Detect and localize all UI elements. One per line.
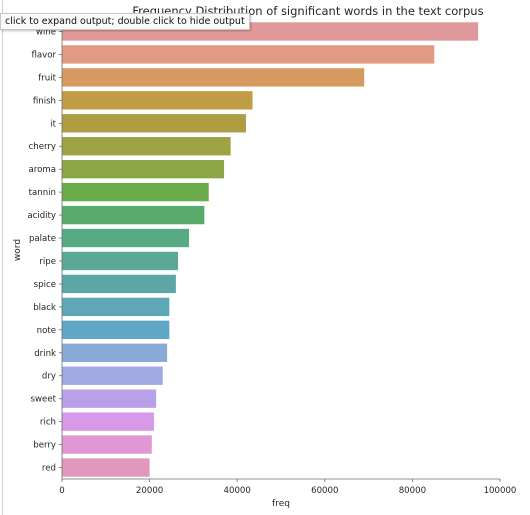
bar-red bbox=[62, 458, 150, 477]
y-tick-label: drink bbox=[34, 349, 56, 359]
bar-acidity bbox=[62, 205, 205, 225]
y-tick-label: acidity bbox=[27, 211, 56, 221]
y-tick-label: rich bbox=[40, 418, 56, 428]
y-tick-group: wine flavor fruit finish it cherry aroma tannin… bbox=[27, 27, 62, 474]
bar-cherry bbox=[62, 137, 231, 156]
y-tick-label: tannin bbox=[29, 188, 56, 198]
bar-finish bbox=[62, 91, 253, 110]
bar-drink bbox=[62, 343, 168, 362]
y-tick-label: cherry bbox=[29, 142, 56, 152]
bar-black bbox=[62, 297, 170, 317]
bar-palate bbox=[62, 228, 190, 248]
y-tick-label: it bbox=[50, 119, 56, 129]
y-tick-label: spice bbox=[34, 280, 56, 290]
y-tick-label: wine bbox=[36, 27, 56, 37]
x-tick-label: 60000 bbox=[311, 486, 338, 496]
bar-berry bbox=[62, 435, 152, 454]
bar-it bbox=[62, 114, 246, 133]
y-tick-label: berry bbox=[33, 441, 56, 451]
y-tick-label: aroma bbox=[28, 165, 56, 175]
y-tick-label: black bbox=[33, 303, 56, 313]
output-collapse-bar[interactable] bbox=[2, 0, 3, 515]
bar-ripe bbox=[62, 251, 179, 271]
bar-dry bbox=[62, 366, 163, 385]
bar-spice bbox=[62, 274, 176, 294]
y-tick-label: flavor bbox=[31, 50, 56, 60]
y-tick-label: finish bbox=[33, 96, 56, 106]
x-axis-label: freq bbox=[272, 499, 290, 509]
bar-note bbox=[62, 320, 170, 340]
x-tick-label: 80000 bbox=[399, 486, 426, 496]
bar-sweet bbox=[62, 389, 157, 408]
y-tick-label: note bbox=[37, 326, 56, 336]
expand-output-tooltip: click to expand output; double click to … bbox=[0, 13, 250, 30]
bar-tannin bbox=[62, 182, 209, 202]
x-tick-label: 20000 bbox=[136, 486, 163, 496]
y-axis-label: word bbox=[13, 239, 23, 261]
x-tick-label: 40000 bbox=[224, 486, 251, 496]
y-tick-label: red bbox=[42, 464, 56, 474]
x-tick-label: 0 bbox=[59, 486, 64, 496]
bar-fruit bbox=[62, 68, 365, 87]
y-tick-label: palate bbox=[29, 234, 56, 244]
bar-rich bbox=[62, 412, 154, 431]
y-tick-label: ripe bbox=[39, 257, 56, 267]
bar-flavor bbox=[62, 45, 435, 64]
bars-group bbox=[62, 22, 479, 477]
x-tick-group: 0 20000 40000 60000 80000 100000 bbox=[59, 479, 516, 496]
y-tick-label: dry bbox=[42, 372, 56, 382]
x-tick-label: 100000 bbox=[484, 486, 517, 496]
y-tick-label: sweet bbox=[31, 395, 57, 405]
y-tick-label: fruit bbox=[38, 73, 56, 83]
bar-aroma bbox=[62, 159, 225, 179]
